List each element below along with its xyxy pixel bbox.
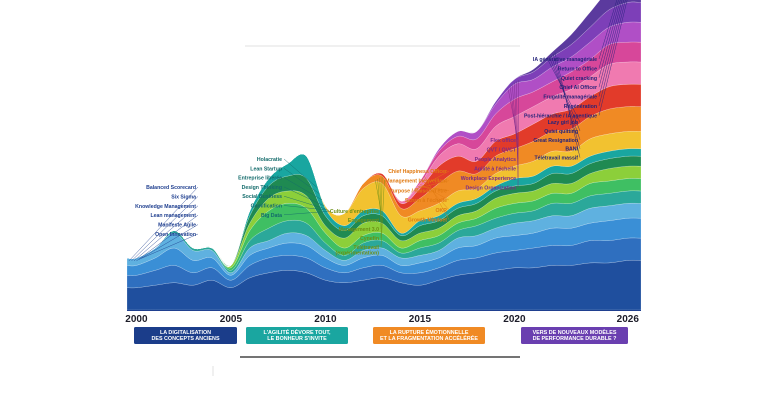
period-caption-line: DE PERFORMANCE DURABLE ? <box>533 336 617 342</box>
x-tick-label: 2000 <box>125 314 148 325</box>
x-tick-label: 2005 <box>220 314 243 325</box>
leader-line <box>598 0 623 88</box>
period-caption-line: LA RUPTURE ÉMOTIONNELLE <box>390 328 469 336</box>
leader-line <box>424 176 450 220</box>
annotation-label: Knowledge Management <box>135 204 196 210</box>
period-caption-box <box>246 327 348 344</box>
period-caption-box <box>521 327 628 344</box>
annotation-labels: Balanced Scorecard Six Sigma Knowledge Man… <box>135 57 597 257</box>
annotation-label: Great Resignation <box>533 138 578 144</box>
annotation-label: (expérimentation) <box>335 251 379 257</box>
annotation-label: Lean Startup <box>250 166 282 172</box>
annotation-label: Régénération <box>564 104 597 110</box>
leader-line <box>131 196 199 262</box>
annotation-label: Workplace Experience <box>461 176 516 182</box>
annotation-label: Chief Happiness Officer <box>388 169 447 175</box>
annotation-label: Design Organization <box>466 186 516 192</box>
leader-line <box>283 205 329 211</box>
annotation-label: Balanced Scorecard <box>146 185 196 191</box>
annotation-label: Lean management <box>150 213 196 219</box>
annotation-label: Télétravail massif <box>534 156 578 162</box>
annotation-label: Design Thinking <box>242 185 282 191</box>
annotation-label: QVT / QVCT <box>487 148 517 154</box>
area-layers <box>126 0 642 311</box>
leader-line <box>138 224 199 260</box>
leader-line <box>598 0 628 116</box>
leader-line <box>598 0 618 60</box>
annotation-label: Cynefin <box>360 236 379 242</box>
annotation-label: Quiet quitting <box>544 129 578 135</box>
leader-line <box>283 210 332 216</box>
leader-line <box>598 0 621 78</box>
period-caption-line: ET LA FRAGMENTATION ACCÉLÉRÉE <box>380 334 478 342</box>
leader-line <box>598 0 626 107</box>
x-tick-labels: 2000 2005 2010 2015 2020 2026 <box>125 314 639 325</box>
leader-line <box>128 186 199 262</box>
x-tick-label: 2010 <box>314 314 337 325</box>
annotation-label: Télétravail <box>353 245 379 251</box>
annotation-label: Chief AI Officer <box>559 85 597 91</box>
x-tick-label: 2020 <box>503 314 526 325</box>
annotation-label: Holacratie <box>257 157 282 163</box>
leader-line <box>133 205 199 262</box>
annotation-label: OKR <box>435 208 447 214</box>
leader-line <box>417 186 450 191</box>
annotation-label: Post-hiérarchie / IA agentique <box>524 113 597 119</box>
annotation-label: Culture d'entreprise <box>330 209 379 215</box>
leader-line <box>283 195 327 210</box>
annotation-label: Entreprise libérée <box>238 176 282 182</box>
annotation-label: Engagement <box>348 218 379 224</box>
annotation-label: Purpose / Raison d'être <box>389 188 447 194</box>
leader-line <box>380 179 385 248</box>
leader-line <box>415 180 450 190</box>
leader-line <box>422 180 450 210</box>
x-tick-label: 2026 <box>617 314 640 325</box>
annotation-label: Return to Office <box>558 66 597 72</box>
period-caption-box <box>134 327 237 344</box>
annotation-label: People Analytics <box>475 157 516 163</box>
x-tick-label: 2015 <box>409 314 432 325</box>
leader-line <box>517 80 519 188</box>
annotation-label: Social Business <box>242 194 282 200</box>
annotation-label: Quiet cracking <box>561 76 597 82</box>
leader-line <box>598 0 619 69</box>
period-caption-line: L'AGILITÉ DÉVORE TOUT, <box>263 328 331 336</box>
area-layer-17 <box>126 0 642 267</box>
annotation-label: Management 3.0 <box>339 227 379 233</box>
leader-line <box>136 214 199 262</box>
leader-line <box>516 81 519 179</box>
annotation-label: Lazy girl job <box>548 120 578 126</box>
leader-line <box>379 177 382 230</box>
annotation-label: IA générative managériale <box>533 57 597 63</box>
leader-line <box>141 233 199 259</box>
annotation-label: Agilité à l'échelle <box>474 167 516 173</box>
period-caption-line: LA DIGITALISATION <box>160 330 211 336</box>
leader-line <box>283 168 320 195</box>
period-caption-line: LE BONHEUR S'INVITE <box>267 336 327 342</box>
period-caption-line: DES CONCEPTS ANCIENS <box>151 336 219 342</box>
leader-line <box>419 183 450 201</box>
leader-line <box>380 176 383 239</box>
annotation-label: Frugalité managériale <box>543 95 597 101</box>
annotation-label: Management bienveillant <box>385 179 447 185</box>
leader-line <box>598 0 624 97</box>
annotation-label: Growth Mindset <box>408 218 447 224</box>
period-caption-box <box>373 327 485 344</box>
leader-lines <box>128 0 628 262</box>
annotation-label: Gamification <box>251 204 282 210</box>
annotation-label: Manifeste Agile <box>158 223 196 229</box>
period-caption-line: VERS DE NOUVEAUX MODÈLES <box>533 328 617 336</box>
annotation-label: Flex office <box>490 138 516 144</box>
annotation-label: Six Sigma <box>171 194 196 200</box>
annotation-label: BANI <box>565 147 578 153</box>
annotation-label: Open Innovation <box>155 232 196 238</box>
leader-line <box>283 158 318 189</box>
leader-line <box>283 177 323 201</box>
leader-line <box>283 186 325 207</box>
annotation-label: Scrum à l'échelle <box>405 198 447 204</box>
leader-line <box>554 52 581 158</box>
annotation-label: Big Data <box>261 213 282 219</box>
